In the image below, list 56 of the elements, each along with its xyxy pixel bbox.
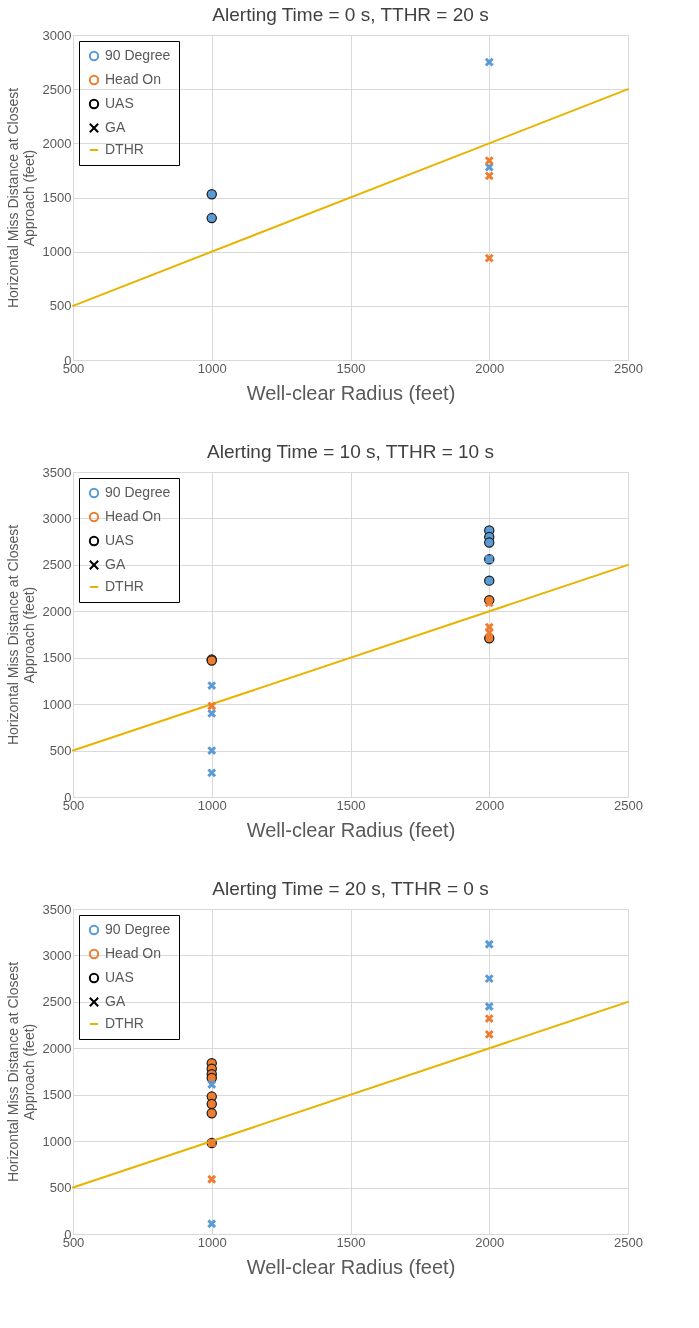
x-tick-label: 1500 xyxy=(336,1234,366,1250)
y-tick-label: 3500 xyxy=(42,464,72,480)
y-axis-title: Horizontal Miss Distance at Closest Approach (feet) xyxy=(4,961,37,1183)
y-tick-label: 3000 xyxy=(42,27,72,43)
y-tick-label: 500 xyxy=(49,1180,72,1196)
legend-label: UAS xyxy=(105,95,134,111)
legend-label: 90 Degree xyxy=(105,484,171,500)
x-tick-label: 1000 xyxy=(197,360,227,376)
legend-label: DTHR xyxy=(105,1015,144,1031)
x-tick-label: 2000 xyxy=(475,360,505,376)
x-tick-label: 1000 xyxy=(197,797,227,813)
legend-label: 90 Degree xyxy=(105,47,171,63)
y-tick-label: 2000 xyxy=(42,1040,72,1056)
y-tick-label: 2000 xyxy=(42,603,72,619)
y-tick-label: 2000 xyxy=(42,135,72,151)
legend-label: UAS xyxy=(105,969,134,985)
x-tick-label: 1500 xyxy=(336,797,366,813)
x-tick-label: 2500 xyxy=(614,797,643,813)
y-axis-title: Horizontal Miss Distance at Closest Approach (feet) xyxy=(4,87,37,309)
x-tick-label: 2500 xyxy=(614,1234,643,1250)
legend-label: DTHR xyxy=(105,141,144,157)
y-tick-label: 1000 xyxy=(42,696,72,712)
y-tick-label: 1000 xyxy=(42,244,72,260)
y-tick-label: 3000 xyxy=(42,947,72,963)
y-tick-label: 2500 xyxy=(42,81,72,97)
chart-title: Alerting Time = 10 s, TTHR = 10 s xyxy=(207,441,494,462)
legend-label: GA xyxy=(105,993,126,1009)
legend-label: 90 Degree xyxy=(105,921,171,937)
chart-title: Alerting Time = 0 s, TTHR = 20 s xyxy=(212,4,489,25)
x-axis-title: Well-clear Radius (feet) xyxy=(246,1255,456,1278)
x-tick-label: 2000 xyxy=(475,1234,505,1250)
y-tick-label: 1500 xyxy=(42,650,72,666)
x-tick-label: 1500 xyxy=(336,360,366,376)
x-axis-title: Well-clear Radius (feet) xyxy=(246,818,456,841)
x-tick-label: 2500 xyxy=(614,360,643,376)
legend-label: GA xyxy=(105,119,126,135)
x-tick-label: 2000 xyxy=(475,797,505,813)
x-tick-label: 1000 xyxy=(197,1234,227,1250)
chart-title: Alerting Time = 20 s, TTHR = 0 s xyxy=(212,878,489,899)
y-tick-label: 1500 xyxy=(42,190,72,205)
y-tick-label: 3500 xyxy=(42,901,72,917)
legend-label: DTHR xyxy=(105,578,144,594)
y-tick-label: 2500 xyxy=(42,994,72,1010)
legend-label: Head On xyxy=(105,508,162,524)
legend-label: Head On xyxy=(105,945,162,961)
x-axis-title: Well-clear Radius (feet) xyxy=(246,381,456,404)
y-tick-label: 1000 xyxy=(42,1133,72,1149)
y-tick-label: 500 xyxy=(49,743,72,759)
legend-label: GA xyxy=(105,556,126,572)
legend-label: UAS xyxy=(105,532,134,548)
y-tick-label: 3000 xyxy=(42,510,72,526)
legend-label: Head On xyxy=(105,71,162,87)
y-axis-title: Horizontal Miss Distance at Closest Approach (feet) xyxy=(4,524,37,746)
y-tick-label: 500 xyxy=(49,298,72,314)
y-tick-label: 1500 xyxy=(42,1087,72,1103)
y-tick-label: 2500 xyxy=(42,557,72,573)
